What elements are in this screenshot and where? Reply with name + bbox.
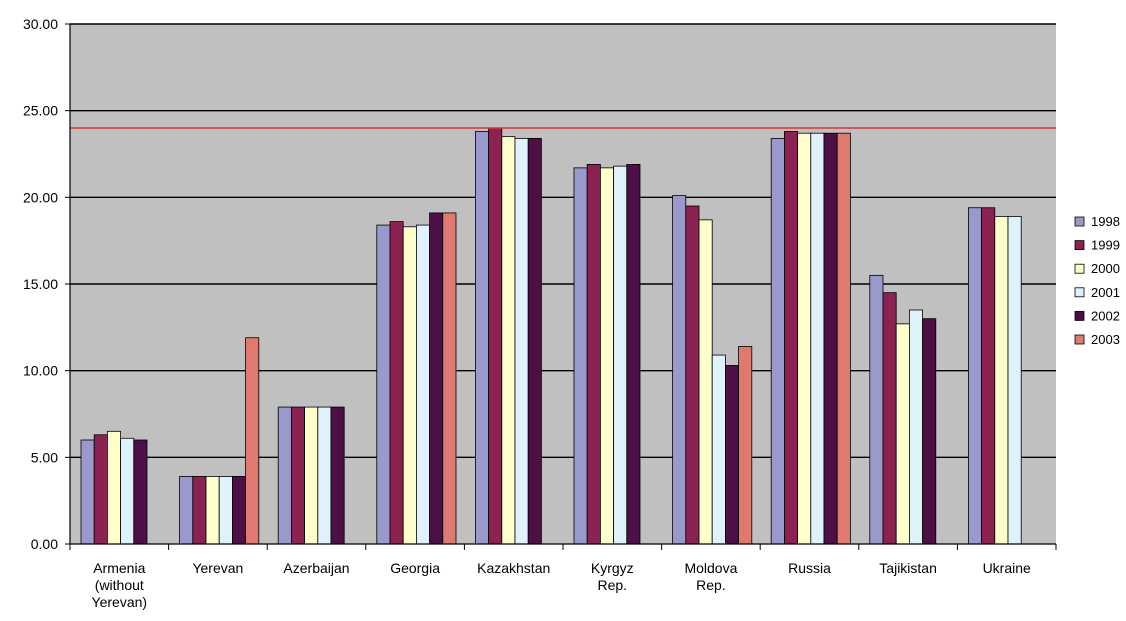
y-tick-label: 30.00 bbox=[23, 16, 58, 32]
bar-1999-3 bbox=[389, 221, 404, 545]
x-category-label: Azerbaijan bbox=[283, 560, 349, 576]
bar-2001-7 bbox=[810, 132, 825, 545]
bar-2000-8 bbox=[895, 323, 910, 545]
y-axis-ticks: 0.00 5.00 10.00 15.00 20.00 25.00 30.00 bbox=[23, 16, 70, 552]
bar-1999-0 bbox=[93, 434, 108, 545]
x-category-label: Tajikistan bbox=[879, 560, 937, 576]
legend-swatch-1999 bbox=[1074, 240, 1085, 251]
legend-swatch-2001 bbox=[1074, 287, 1085, 298]
bar-2000-5 bbox=[600, 167, 615, 545]
bar-2001-1 bbox=[218, 475, 233, 545]
bar-1999-1 bbox=[192, 475, 207, 545]
legend-label-2003: 2003 bbox=[1091, 332, 1120, 347]
bar-2003-6 bbox=[738, 345, 753, 545]
bar-1998-1 bbox=[179, 475, 194, 545]
bar-2001-4 bbox=[514, 137, 529, 545]
bar-2001-9 bbox=[1007, 215, 1022, 545]
x-axis-categories: Armenia (without Yerevan) Yerevan Azerbaijan… bbox=[92, 560, 1031, 610]
bar-2002-0 bbox=[133, 439, 148, 545]
bar-2002-1 bbox=[231, 475, 246, 545]
legend-label-2002: 2002 bbox=[1091, 308, 1120, 323]
bar-1999-8 bbox=[882, 292, 897, 545]
x-category-label: Russia bbox=[788, 560, 831, 576]
bar-1999-9 bbox=[981, 207, 996, 545]
x-category-label: Georgia bbox=[390, 560, 440, 576]
legend: 1998 1999 2000 2001 2002 2003 bbox=[1074, 214, 1120, 347]
y-tick-label: 15.00 bbox=[23, 276, 58, 292]
bar-1998-0 bbox=[80, 439, 95, 545]
bar-1999-4 bbox=[488, 127, 503, 545]
bar-2000-7 bbox=[797, 132, 812, 545]
bar-2003-7 bbox=[836, 132, 851, 545]
bar-2003-3 bbox=[442, 212, 457, 545]
x-category-label: Kazakhstan bbox=[477, 560, 550, 576]
bar-2002-2 bbox=[330, 406, 345, 545]
bar-1998-2 bbox=[277, 406, 292, 545]
bar-2001-0 bbox=[120, 437, 135, 545]
bar-1998-7 bbox=[770, 137, 785, 545]
bar-2002-7 bbox=[823, 132, 838, 545]
bar-1999-2 bbox=[290, 406, 305, 545]
bar-2000-0 bbox=[107, 430, 122, 545]
bar-1998-8 bbox=[869, 274, 884, 545]
x-category-label: Kyrgyz Rep. bbox=[591, 560, 634, 593]
bar-2001-2 bbox=[317, 406, 332, 545]
bar-2003-1 bbox=[245, 337, 260, 545]
bars bbox=[80, 127, 1022, 545]
bar-2001-8 bbox=[909, 309, 924, 545]
bar-2000-1 bbox=[205, 475, 220, 545]
gridlines bbox=[70, 23, 1056, 459]
legend-label-2000: 2000 bbox=[1091, 261, 1120, 276]
legend-swatch-2000 bbox=[1074, 263, 1085, 274]
bar-2002-8 bbox=[922, 318, 937, 545]
bar-2000-6 bbox=[698, 219, 713, 545]
legend-swatch-2003 bbox=[1074, 334, 1085, 345]
y-tick-label: 25.00 bbox=[23, 103, 58, 119]
bar-1999-6 bbox=[685, 205, 700, 545]
y-tick-label: 5.00 bbox=[31, 449, 58, 465]
axes bbox=[69, 24, 1057, 550]
bar-2001-5 bbox=[613, 165, 628, 545]
bar-1998-3 bbox=[376, 224, 391, 545]
bar-2001-3 bbox=[415, 224, 430, 545]
bar-1999-7 bbox=[784, 131, 799, 545]
bar-2000-2 bbox=[304, 406, 319, 545]
bar-1998-6 bbox=[672, 195, 687, 545]
bar-2000-3 bbox=[402, 226, 417, 545]
x-category-label: Ukraine bbox=[983, 560, 1031, 576]
bar-1998-5 bbox=[573, 167, 588, 545]
bar-1998-4 bbox=[474, 131, 489, 545]
bar-1999-5 bbox=[586, 163, 601, 545]
bar-2002-6 bbox=[725, 365, 740, 545]
legend-swatch-2002 bbox=[1074, 310, 1085, 321]
legend-swatch-1998 bbox=[1074, 216, 1085, 227]
legend-label-1999: 1999 bbox=[1091, 238, 1120, 253]
bar-2000-9 bbox=[994, 215, 1009, 545]
x-category-label: Moldova Rep. bbox=[684, 560, 737, 593]
bar-2000-4 bbox=[501, 136, 516, 545]
bar-1998-9 bbox=[968, 207, 983, 545]
y-tick-label: 10.00 bbox=[23, 363, 58, 379]
x-category-label: Yerevan bbox=[192, 560, 243, 576]
x-category-label: Armenia (without Yerevan) bbox=[92, 560, 148, 610]
y-tick-label: 0.00 bbox=[31, 536, 58, 552]
bar-2002-5 bbox=[626, 163, 641, 545]
legend-label-2001: 2001 bbox=[1091, 285, 1120, 300]
legend-label-1998: 1998 bbox=[1091, 214, 1120, 229]
bar-2001-6 bbox=[711, 354, 726, 545]
bar-2002-4 bbox=[527, 137, 542, 545]
y-tick-label: 20.00 bbox=[23, 189, 58, 205]
bar-2002-3 bbox=[429, 212, 444, 545]
